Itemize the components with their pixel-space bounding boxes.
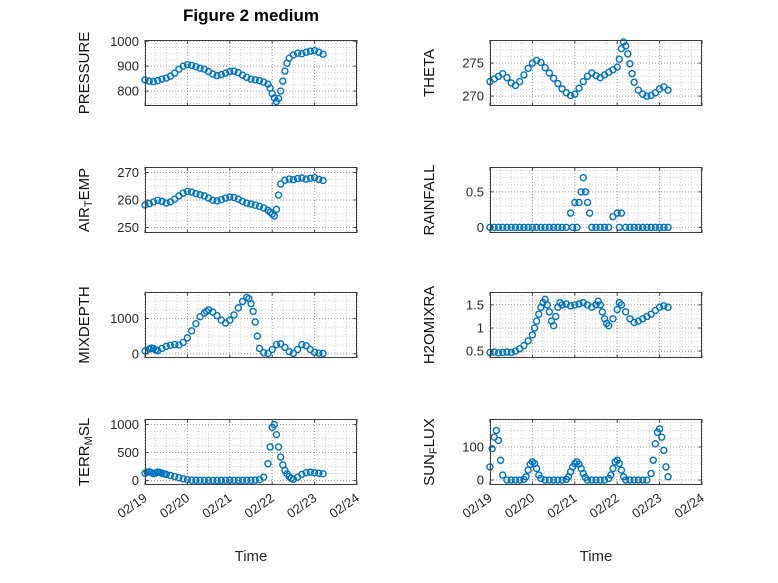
svg-text:02/22: 02/22 (587, 490, 622, 521)
svg-text:0: 0 (477, 220, 484, 235)
subplot-rainfall: 0 0.5 RAINFALL (421, 165, 703, 235)
svg-text:02/22: 02/22 (242, 490, 277, 521)
svg-text:250: 250 (117, 220, 139, 235)
svg-text:1: 1 (477, 321, 484, 336)
subplot-pressure: 800 900 1000 PRESSURE (76, 32, 358, 114)
svg-text:260: 260 (117, 193, 139, 208)
svg-text:02/21: 02/21 (199, 490, 234, 521)
subplot-theta: 270 275 THETA (421, 38, 703, 106)
svg-text:1000: 1000 (110, 311, 139, 326)
svg-text:02/20: 02/20 (502, 490, 537, 521)
svg-text:900: 900 (117, 59, 139, 74)
subplot-h2omixra: 0.5 1 1.5 H2OMIXRA (421, 286, 703, 364)
svg-text:MIXDEPTH: MIXDEPTH (76, 286, 93, 364)
svg-text:PRESSURE: PRESSURE (76, 32, 93, 115)
svg-text:270: 270 (462, 89, 484, 104)
svg-text:1000: 1000 (110, 417, 139, 432)
svg-text:0: 0 (132, 346, 139, 361)
svg-text:AIRTEMP: AIRTEMP (76, 168, 95, 232)
svg-text:TERRMSL: TERRMSL (76, 418, 95, 486)
subplot-airtemp: 250 260 270 AIRTEMP (76, 165, 358, 235)
svg-text:02/20: 02/20 (157, 490, 192, 521)
x-axis-label-left: Time (234, 548, 268, 565)
svg-text:SUNFLUX: SUNFLUX (421, 418, 440, 486)
subplot-terr-msl: 0 500 1000 TERRMSL 02/19 02/20 02/21 02/22 02/23… (76, 417, 362, 521)
svg-text:270: 270 (117, 165, 139, 180)
svg-text:1000: 1000 (110, 34, 139, 49)
subplot-sun-flux: 0 100 SUNFLUX 02/19 02/20 02/21 02/22 02/23 02/2… (421, 418, 707, 521)
svg-text:THETA: THETA (421, 49, 438, 97)
svg-text:02/24: 02/24 (671, 490, 706, 521)
svg-text:02/23: 02/23 (629, 490, 664, 521)
svg-text:0: 0 (132, 473, 139, 488)
svg-text:0.5: 0.5 (466, 184, 484, 199)
svg-text:800: 800 (117, 84, 139, 99)
svg-text:02/19: 02/19 (459, 490, 494, 521)
svg-text:0.5: 0.5 (466, 344, 484, 359)
x-axis-label-right: Time (579, 548, 613, 565)
svg-text:500: 500 (117, 445, 139, 460)
svg-text:RAINFALL: RAINFALL (421, 165, 438, 236)
figure-title: Figure 2 medium (182, 6, 320, 25)
svg-text:02/23: 02/23 (284, 490, 319, 521)
svg-text:1.5: 1.5 (466, 297, 484, 312)
svg-text:100: 100 (462, 440, 484, 455)
svg-text:02/21: 02/21 (544, 490, 579, 521)
svg-text:0: 0 (477, 473, 484, 488)
subplot-mixdepth: 0 1000 MIXDEPTH (76, 286, 358, 364)
svg-text:H2OMIXRA: H2OMIXRA (421, 286, 438, 364)
svg-text:02/24: 02/24 (326, 490, 361, 521)
svg-text:275: 275 (462, 56, 484, 71)
svg-text:02/19: 02/19 (114, 490, 149, 521)
